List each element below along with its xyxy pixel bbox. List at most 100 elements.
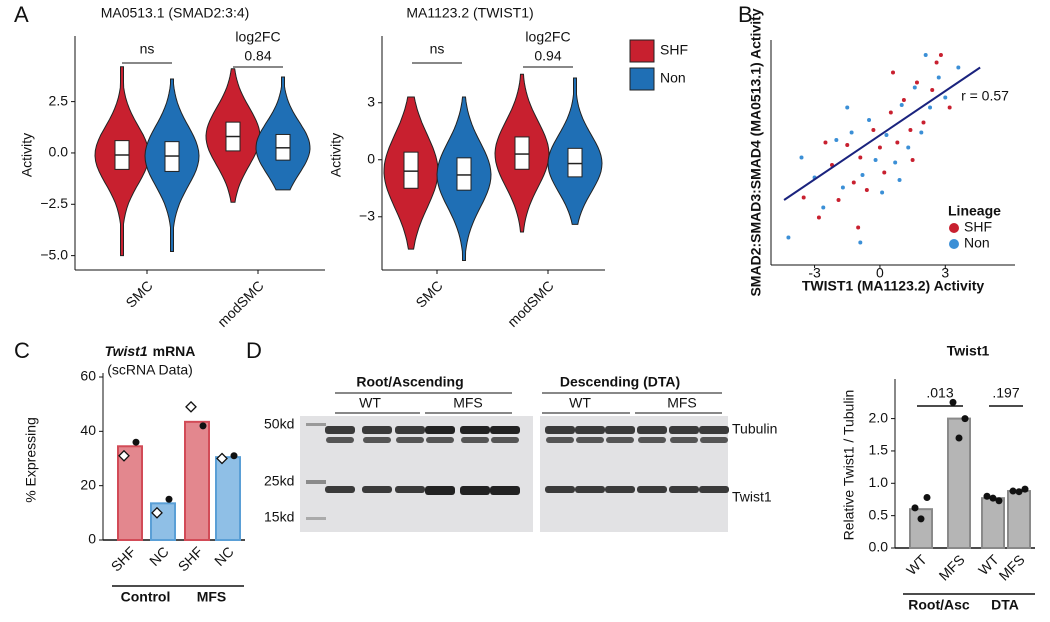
y-tick-label: 0: [367, 150, 375, 166]
marker-label: 50kd: [264, 416, 294, 432]
x-tick-label: modSMC: [504, 277, 557, 330]
ladder-band: [306, 517, 326, 520]
point: [938, 53, 943, 57]
bar: [947, 417, 971, 549]
annotation: ns: [140, 41, 155, 57]
point: [995, 497, 1003, 505]
x-tick-label: MFS: [996, 551, 1028, 583]
x-tick-label: SHF: [108, 543, 139, 574]
bar: [184, 420, 210, 542]
point: [185, 400, 197, 413]
blot-membrane: [540, 416, 728, 532]
chart-title: MA1123.2 (TWIST1): [406, 5, 533, 21]
bar: [981, 497, 1005, 550]
y-tick-label: 1.0: [869, 474, 889, 490]
point: [216, 452, 228, 465]
ladder-band: [306, 480, 326, 484]
fit-line: [783, 66, 981, 201]
annotation: log2FC: [525, 29, 570, 45]
annotation: r = 0.57: [961, 88, 1009, 104]
x-tick-label: SMC: [122, 277, 155, 310]
point: [877, 145, 882, 150]
point: [955, 434, 963, 442]
band: [637, 426, 667, 434]
annotation: 0.84: [244, 48, 271, 64]
blot-membrane: [300, 416, 533, 532]
band: [362, 486, 392, 493]
point: [923, 53, 928, 57]
legend-swatch: [629, 39, 655, 63]
band: [461, 437, 489, 443]
point: [132, 438, 140, 446]
band: [395, 486, 425, 493]
band: [395, 426, 425, 434]
point: [917, 515, 925, 523]
y-tick-label: 2.5: [49, 92, 69, 108]
bar: [117, 445, 143, 541]
band: [490, 426, 520, 434]
band: [669, 486, 699, 493]
lane-label: WT: [569, 395, 591, 411]
y-tick-label: −2.5: [40, 195, 68, 211]
panel-letter: C: [14, 338, 30, 363]
x-tick-label: NC: [146, 543, 172, 569]
band: [325, 486, 355, 493]
point: [799, 155, 804, 160]
lane-label: MFS: [667, 395, 697, 411]
point: [912, 85, 917, 90]
group-label: Root/Asc: [908, 597, 970, 613]
y-tick-label: 20: [80, 476, 96, 492]
group-label: Control: [121, 589, 171, 605]
chart-title-rest: mRNA: [153, 343, 196, 359]
band: [575, 426, 605, 434]
point: [858, 240, 863, 245]
band: [605, 426, 635, 434]
band: [426, 437, 454, 443]
x-tick-label: SHF: [175, 543, 206, 574]
chart-title: MA0513.1 (SMAD2:3:4): [101, 5, 250, 21]
band: [396, 437, 424, 443]
point: [867, 118, 872, 122]
point: [860, 173, 865, 177]
box: [456, 157, 472, 191]
point: [949, 398, 957, 406]
band: [545, 426, 575, 434]
chart-title-italic: Twist1: [105, 343, 148, 359]
point: [928, 105, 933, 110]
point: [893, 160, 898, 165]
band: [575, 486, 605, 493]
point: [884, 133, 889, 137]
point: [834, 138, 839, 142]
point: [786, 235, 791, 240]
panel-letter: B: [738, 2, 753, 27]
point: [936, 75, 941, 80]
violin: [255, 76, 311, 191]
point: [864, 188, 869, 192]
point: [873, 158, 878, 162]
blot-bands: [306, 423, 729, 520]
group-label: DTA: [991, 597, 1019, 613]
box: [514, 136, 530, 170]
band: [325, 426, 355, 434]
point: [919, 130, 924, 135]
western-blot: Root/Ascending Descending (DTA) WT MFS W…: [264, 374, 777, 532]
y-tick-label: 0: [88, 531, 96, 547]
point: [840, 185, 845, 190]
band: [576, 437, 604, 443]
band-label: Twist1: [732, 489, 772, 505]
point: [836, 198, 841, 202]
chart-title: Twist1 mRNA: [105, 343, 196, 359]
x-tick-label: -3: [808, 265, 821, 281]
y-tick-label: −3: [359, 207, 375, 223]
band: [638, 437, 666, 443]
point: [895, 140, 900, 145]
y-axis-label: % Expressing: [23, 417, 39, 503]
ladder-band: [306, 423, 326, 426]
panel-letter: A: [14, 2, 29, 27]
y-axis-label: SMAD2:SMAD3:SMAD4 (MA0513.1) Activity: [748, 8, 764, 296]
point: [851, 180, 856, 185]
band: [670, 437, 698, 443]
point: [923, 494, 931, 502]
y-tick-label: 1.5: [869, 442, 889, 458]
marker-label: 15kd: [264, 509, 294, 525]
